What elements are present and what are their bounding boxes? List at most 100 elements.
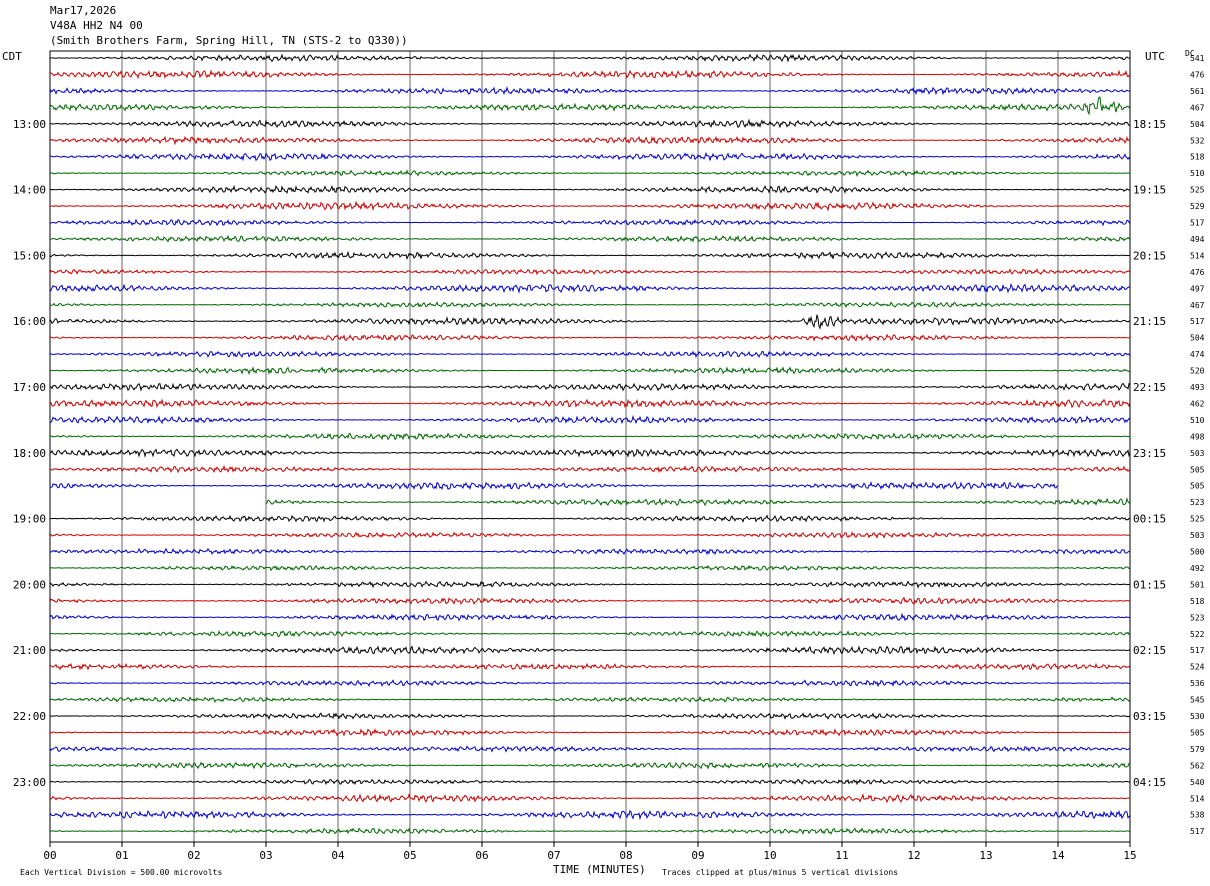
trace-line xyxy=(49,96,1131,116)
header-date: Mar17,2026 xyxy=(50,4,117,17)
trace-line xyxy=(49,827,1131,835)
header-station: V48A HH2 N4 00 xyxy=(50,19,143,32)
chart-frame xyxy=(49,50,1131,843)
x-tick-label: 04 xyxy=(331,849,345,862)
trace-line xyxy=(49,481,1059,491)
dc-offset-label: 476 xyxy=(1190,70,1205,79)
dc-offset-label: 532 xyxy=(1190,136,1205,145)
right-hour-label: 00:15 xyxy=(1133,513,1166,526)
dc-offset-label: 503 xyxy=(1190,449,1205,458)
x-tick-label: 12 xyxy=(907,849,920,862)
dc-offset-label: 501 xyxy=(1190,580,1205,589)
left-hour-label: 18:00 xyxy=(13,447,46,460)
trace-line xyxy=(49,200,1131,212)
dc-offset-label: 536 xyxy=(1190,679,1205,688)
dc-header-label: DC xyxy=(1185,49,1195,58)
trace-group xyxy=(49,53,1131,835)
left-hour-label: 20:00 xyxy=(13,578,46,591)
dc-offset-label: 517 xyxy=(1190,219,1205,228)
trace-line xyxy=(49,135,1131,146)
dc-offset-label: 474 xyxy=(1190,350,1205,359)
dc-offset-label: 525 xyxy=(1190,186,1205,195)
x-tick-label: 08 xyxy=(619,849,632,862)
trace-line xyxy=(49,350,1131,359)
dc-offset-label: 504 xyxy=(1190,334,1205,343)
header-location: (Smith Brothers Farm, Spring Hill, TN (S… xyxy=(50,34,408,47)
x-tick-label: 14 xyxy=(1051,849,1065,862)
trace-line xyxy=(265,497,1131,507)
trace-line xyxy=(49,630,1131,638)
trace-line xyxy=(49,761,1131,770)
trace-line xyxy=(49,793,1131,804)
x-tick-label: 06 xyxy=(475,849,488,862)
dc-offset-label: 524 xyxy=(1190,663,1205,672)
left-hour-label: 23:00 xyxy=(13,776,46,789)
dc-offset-label: 505 xyxy=(1190,728,1205,737)
dc-offset-label: 529 xyxy=(1190,202,1205,211)
right-hour-label: 22:15 xyxy=(1133,381,1166,394)
trace-line xyxy=(49,645,1131,656)
dc-offset-label: 545 xyxy=(1190,696,1205,705)
left-hour-label: 13:00 xyxy=(13,118,46,131)
right-hour-label: 20:15 xyxy=(1133,249,1166,262)
vertical-division-note: Each Vertical Division = 500.00 microvol… xyxy=(20,868,222,877)
dc-offset-label: 520 xyxy=(1190,367,1205,376)
right-hour-label: 03:15 xyxy=(1133,710,1166,723)
trace-line xyxy=(49,333,1131,342)
trace-line xyxy=(49,169,1131,178)
trace-line xyxy=(49,695,1131,704)
trace-line xyxy=(49,712,1131,720)
trace-line xyxy=(49,398,1131,409)
dc-offset-label: 510 xyxy=(1190,416,1205,425)
trace-line xyxy=(49,727,1131,737)
trace-line xyxy=(49,809,1131,821)
trace-line xyxy=(49,234,1131,243)
x-tick-label: 02 xyxy=(187,849,200,862)
dc-offset-label: 467 xyxy=(1190,301,1205,310)
x-tick-label: 01 xyxy=(115,849,128,862)
left-timezone-label: CDT xyxy=(2,50,22,63)
trace-line xyxy=(49,662,1131,671)
trace-line xyxy=(49,547,1131,556)
trace-line xyxy=(49,596,1131,605)
x-tick-label: 05 xyxy=(403,849,416,862)
trace-line xyxy=(49,69,1131,80)
trace-line xyxy=(49,86,1131,96)
chart-grid xyxy=(49,50,1131,847)
right-hour-label: 04:15 xyxy=(1133,776,1166,789)
trace-line xyxy=(49,745,1131,753)
dc-offset-label: 525 xyxy=(1190,515,1205,524)
dc-offset-label: 517 xyxy=(1190,317,1205,326)
label-group: 00 01 02 03 04 05 06 07 08 09 10 11 12 13 14 15 541 476 56… xyxy=(2,49,1205,877)
trace-line xyxy=(49,514,1131,523)
trace-line xyxy=(49,282,1131,294)
dc-offset-label: 500 xyxy=(1190,548,1205,557)
right-hour-label: 18:15 xyxy=(1133,118,1166,131)
dc-offset-label: 476 xyxy=(1190,268,1205,277)
right-hour-label: 19:15 xyxy=(1133,184,1166,197)
dc-offset-label: 510 xyxy=(1190,169,1205,178)
dc-offset-label: 517 xyxy=(1190,827,1205,836)
right-hour-label: 21:15 xyxy=(1133,315,1166,328)
dc-offset-label: 503 xyxy=(1190,531,1205,540)
trace-line xyxy=(49,184,1131,195)
dc-offset-label: 518 xyxy=(1190,153,1205,162)
dc-offset-label: 505 xyxy=(1190,465,1205,474)
left-hour-label: 21:00 xyxy=(13,644,46,657)
dc-offset-label: 523 xyxy=(1190,613,1205,622)
trace-line xyxy=(49,366,1131,376)
left-hour-label: 15:00 xyxy=(13,249,46,262)
x-tick-label: 10 xyxy=(763,849,776,862)
dc-offset-label: 579 xyxy=(1190,745,1205,754)
trace-line xyxy=(49,218,1131,227)
trace-line xyxy=(49,301,1131,309)
dc-offset-label: 540 xyxy=(1190,778,1205,787)
right-hour-label: 02:15 xyxy=(1133,644,1166,657)
x-tick-label: 00 xyxy=(43,849,56,862)
dc-offset-label: 498 xyxy=(1190,432,1205,441)
dc-offset-label: 514 xyxy=(1190,251,1205,260)
dc-offset-label: 492 xyxy=(1190,564,1205,573)
trace-line xyxy=(49,382,1131,392)
clip-note: Traces clipped at plus/minus 5 vertical … xyxy=(662,868,898,877)
